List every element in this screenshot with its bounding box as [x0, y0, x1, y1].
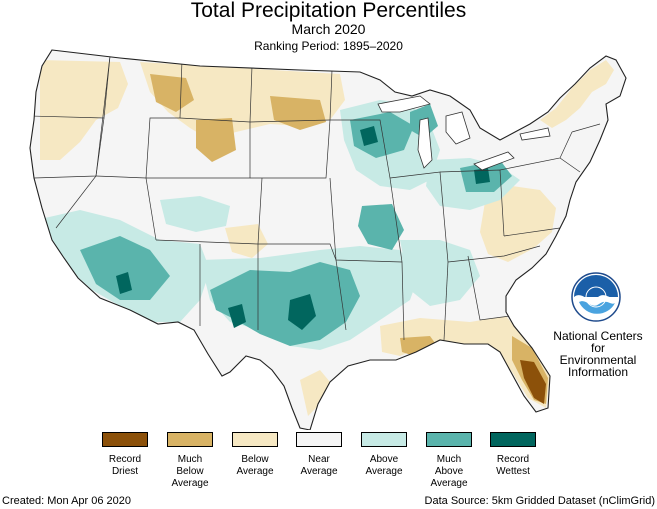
- legend-swatch: [232, 432, 278, 447]
- legend-label: Above Average: [365, 454, 403, 477]
- great-lakes: [377, 95, 551, 171]
- map-subtitle: March 2020: [291, 21, 366, 37]
- legend-swatch: [361, 432, 407, 447]
- ranking-period: Ranking Period: 1895–2020: [254, 39, 403, 53]
- lake-superior: [377, 95, 431, 113]
- org-line-1: National Centers for: [553, 329, 643, 355]
- precipitation-anomaly-regions: [30, 55, 614, 416]
- legend-swatch: [490, 432, 536, 447]
- region-much-below-montana: [150, 74, 194, 112]
- region-much-above-arizona: [80, 236, 170, 300]
- region-record-wettest-ohio: [474, 168, 490, 184]
- state-boundaries: [30, 55, 601, 341]
- legend-label: Below Average: [236, 454, 274, 477]
- lake-ontario: [519, 127, 551, 141]
- lake-erie: [473, 151, 515, 171]
- region-much-above-wisconsin: [350, 112, 414, 158]
- legend-swatch: [426, 432, 472, 447]
- legend-label: Much Below Average: [171, 454, 209, 489]
- region-below-average-new-england: [540, 60, 614, 128]
- region-below-average-northwest: [40, 60, 128, 160]
- data-source: Data Source: 5km Gridded Dataset (nClimG…: [424, 495, 655, 507]
- region-record-driest-florida: [520, 360, 546, 404]
- org-line-2: Environmental: [559, 353, 637, 367]
- created-date: Created: Mon Apr 06 2020: [2, 495, 132, 507]
- legend-item-above-average: Above Average: [349, 432, 419, 478]
- region-record-wettest-central-texas: [288, 294, 316, 330]
- legend-label: Much Above Average: [430, 454, 468, 489]
- region-above-average-utah: [160, 196, 230, 232]
- map-title: Total Precipitation Percentiles: [190, 0, 467, 22]
- region-much-below-wyoming: [196, 118, 236, 162]
- legend-swatch: [296, 432, 342, 447]
- us-precipitation-map: [29, 49, 627, 430]
- legend-label: Record Driest: [108, 454, 142, 477]
- legend-label: Record Wettest: [496, 454, 530, 477]
- region-record-wettest-west-texas: [228, 304, 246, 328]
- region-above-average-tennessee: [400, 240, 480, 306]
- region-much-above-missouri: [358, 204, 404, 250]
- legend-item-much-above-average: Much Above Average: [414, 432, 484, 490]
- legend-label: Near Average: [300, 454, 338, 477]
- lake-huron: [445, 111, 471, 145]
- legend-item-record-driest: Record Driest: [90, 432, 160, 478]
- region-much-above-texas: [210, 262, 360, 346]
- noaa-logo-icon: [571, 272, 621, 322]
- legend-swatch: [102, 432, 148, 447]
- org-line-3: Information: [567, 365, 629, 379]
- region-below-average-mid-atlantic: [480, 186, 556, 262]
- legend: Record Driest Much Below Average Below A…: [0, 432, 657, 492]
- region-below-average-colorado: [225, 224, 268, 258]
- region-below-average-south-texas: [300, 370, 330, 416]
- organization-name: National Centers for Environmental Infor…: [548, 330, 648, 378]
- lake-michigan: [417, 117, 433, 169]
- region-record-wettest-arizona: [116, 272, 132, 294]
- legend-item-below-average: Below Average: [220, 432, 290, 478]
- legend-item-record-wettest: Record Wettest: [478, 432, 548, 478]
- legend-item-much-below-average: Much Below Average: [155, 432, 225, 490]
- region-record-wettest-wisconsin: [360, 126, 378, 146]
- legend-item-near-average: Near Average: [284, 432, 354, 478]
- legend-swatch: [167, 432, 213, 447]
